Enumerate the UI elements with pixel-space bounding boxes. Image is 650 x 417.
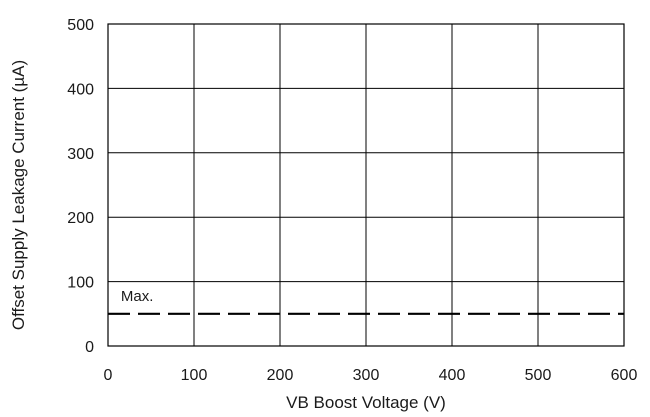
x-tick-label: 200 bbox=[267, 367, 294, 384]
y-tick-label: 0 bbox=[85, 339, 94, 356]
y-tick-label: 100 bbox=[67, 275, 94, 292]
grid bbox=[107, 23, 625, 347]
y-tick-label: 300 bbox=[67, 146, 94, 163]
y-tick-label: 500 bbox=[67, 17, 94, 34]
x-tick-label: 100 bbox=[181, 367, 208, 384]
x-axis-title: VB Boost Voltage (V) bbox=[286, 393, 446, 412]
x-tick-label: 500 bbox=[525, 367, 552, 384]
y-tick-label: 400 bbox=[67, 81, 94, 98]
x-tick-label: 600 bbox=[611, 367, 638, 384]
y-tick-label: 200 bbox=[67, 210, 94, 227]
x-tick-label: 300 bbox=[353, 367, 380, 384]
annotation-max-label: Max. bbox=[121, 288, 154, 305]
tick-labels: 0 100 200 300 400 500 600 0 100 200 300 400 500 bbox=[67, 17, 637, 384]
x-tick-label: 400 bbox=[439, 367, 466, 384]
x-tick-label: 0 bbox=[104, 367, 113, 384]
plot-frame bbox=[107, 23, 625, 347]
y-axis-title: Offset Supply Leakage Current (µA) bbox=[9, 60, 28, 330]
annotations: Max. bbox=[121, 288, 154, 305]
